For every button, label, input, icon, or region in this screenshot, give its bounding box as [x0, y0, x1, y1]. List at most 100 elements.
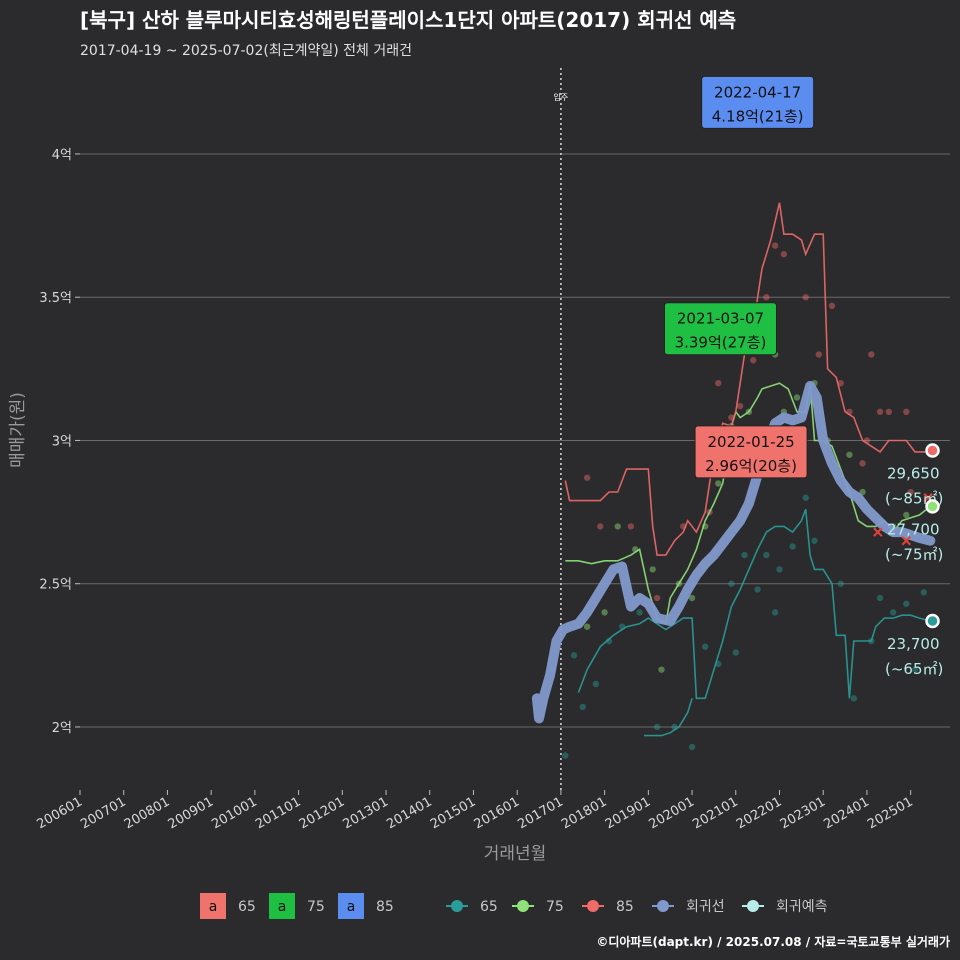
series-line-65 — [577, 508, 931, 700]
endpoint-marker — [925, 613, 940, 629]
legend-line-label: 85 — [616, 899, 634, 915]
scatter-point-85 — [859, 460, 866, 467]
series-line-75 — [565, 382, 931, 626]
cross-mark — [873, 527, 883, 537]
legend-text-label: 75 — [307, 899, 325, 915]
chart-title: [북구] 산하 블루마시티효성해링턴플레이스1단지 아파트(2017) 회귀선 … — [80, 8, 737, 32]
endpoint-marker — [925, 499, 940, 514]
scatter-point-85 — [903, 408, 910, 416]
annotation-label: 2022-04-17 4.18억(21층) — [701, 75, 815, 129]
x-tick-label: 201501 — [428, 794, 478, 832]
annotations: 2022-04-17 4.18억(21층) 2021-03-07 3.39억(27층)… — [663, 75, 815, 479]
legend-key-box — [269, 893, 295, 919]
x-tick-label: 200601 — [35, 794, 85, 832]
scatter-point-85 — [750, 357, 757, 364]
annotation-date: 2022-01-25 — [707, 433, 794, 451]
scatter-point-75 — [649, 566, 656, 573]
legend-point-swatch — [517, 900, 529, 912]
y-tick-label: 3억 — [52, 434, 72, 449]
legend-key-glyph: a — [347, 899, 356, 915]
endpoint-value: 29,650 — [887, 464, 940, 482]
x-tick-label: 201201 — [297, 794, 347, 832]
endpoint-value: 23,700 — [887, 635, 940, 653]
scatter-point-75 — [859, 488, 866, 496]
scatter-point-85 — [868, 351, 875, 358]
scatter-point-85 — [653, 594, 661, 602]
legend-key-glyph: a — [278, 899, 287, 915]
endpoint-marker — [925, 443, 940, 458]
annotation-date: 2021-03-07 — [677, 310, 764, 328]
scatter-point-65 — [811, 537, 818, 544]
x-tick-label: 202101 — [690, 794, 740, 832]
y-tick-label: 2.5억 — [39, 578, 72, 593]
legend-point-swatch — [657, 900, 669, 912]
legend-key-glyph: a — [209, 899, 218, 915]
x-tick-label: 202201 — [734, 794, 784, 832]
scatter-point-75 — [688, 594, 696, 602]
endpoint-markers: 29,650(~85㎡)27,700(~75㎡)23,700(~65㎡) — [885, 443, 943, 678]
scatter-point-75 — [583, 623, 591, 630]
scatter-point-65 — [701, 643, 709, 650]
source-caption: ©디아파트(dapt.kr) / 2025.07.08 / 자료=국토교통부 실… — [596, 935, 950, 949]
scatter-point-85 — [583, 474, 591, 481]
scatter-point-65 — [850, 695, 858, 702]
scatter-point-85 — [828, 302, 836, 310]
scatter-point-85 — [907, 488, 914, 496]
x-tick-label: 201801 — [559, 794, 609, 832]
x-tick-label: 202301 — [778, 794, 828, 832]
x-tick-label: 200801 — [122, 794, 172, 832]
annotation-price: 2.96억(20층) — [705, 457, 797, 475]
scatter-point-75 — [715, 480, 722, 487]
scatter-point-85 — [597, 523, 604, 530]
x-tick-label: 201701 — [515, 794, 565, 832]
scatter-point-65 — [776, 566, 783, 573]
scatter-point-75 — [601, 609, 608, 616]
y-axis-title: 매매가(원) — [8, 392, 28, 468]
y-tick-label: 3.5억 — [39, 291, 72, 306]
x-tick-label: 201001 — [209, 794, 259, 832]
scatter-point-85 — [736, 402, 744, 410]
scatter-point-75 — [658, 666, 665, 673]
annotation-label: 2021-03-07 3.39억(27층) — [663, 302, 777, 356]
scatter-point-65 — [688, 743, 696, 751]
scatter-point-65 — [802, 494, 809, 501]
x-tick-label: 201901 — [603, 794, 653, 832]
annotation-date: 2022-04-17 — [714, 83, 801, 101]
gridlines — [80, 153, 950, 728]
cross-mark — [901, 536, 911, 546]
legend-point-swatch — [451, 900, 463, 912]
scatter-point-85 — [885, 408, 892, 416]
legend-line-label: 75 — [546, 899, 564, 915]
regression-line — [531, 381, 936, 724]
scatter-point-75 — [903, 511, 910, 519]
scatter-point-85 — [876, 408, 884, 416]
scatter-point-65 — [837, 580, 844, 587]
series-line-65-early — [644, 698, 693, 737]
scatter-point-65 — [763, 551, 770, 559]
legend-key-box — [200, 893, 226, 919]
annotation-label: 2022-01-25 2.96억(20층) — [694, 425, 808, 479]
scatter-point-65 — [592, 680, 600, 688]
x-tick-label: 202401 — [821, 794, 871, 832]
endpoint-value: 27,700 — [887, 520, 940, 538]
annotation-box — [694, 425, 808, 479]
scatter-point-65 — [636, 609, 643, 616]
x-tick-label: 200901 — [166, 794, 216, 832]
legend-line-label: 회귀예측 — [776, 899, 828, 915]
scatter-point-65 — [754, 586, 761, 593]
cross-marks — [873, 493, 933, 546]
scatter-point-65 — [771, 609, 779, 616]
legend-point-swatch — [587, 900, 599, 912]
move-in-label: 입주 — [554, 93, 569, 102]
legend-point-swatch — [747, 900, 759, 912]
scatter-point-65 — [911, 666, 919, 673]
series-lines — [531, 202, 936, 737]
scatter-point-65 — [605, 637, 613, 645]
scatter-point-85 — [715, 379, 722, 387]
scatter-point-65 — [732, 649, 739, 656]
scatter-point-85 — [802, 294, 809, 301]
scatter-point-65 — [789, 543, 796, 550]
y-axis: 2억 2.5억 3억 3.5억 4억 — [39, 148, 80, 736]
scatter-point-85 — [837, 379, 844, 387]
